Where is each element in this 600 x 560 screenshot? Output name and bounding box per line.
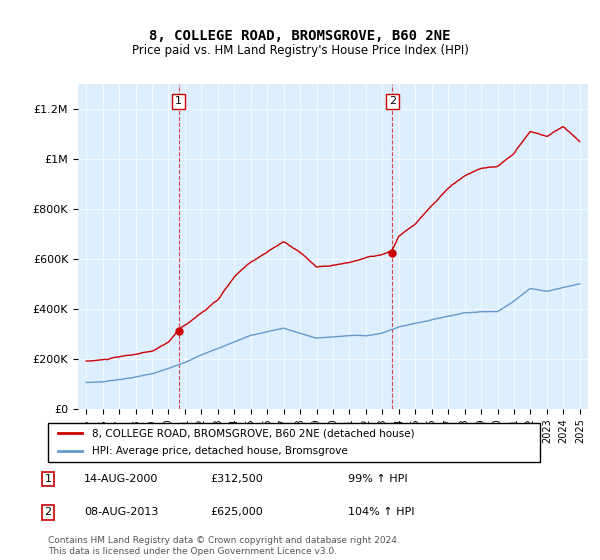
Text: 8, COLLEGE ROAD, BROMSGROVE, B60 2NE: 8, COLLEGE ROAD, BROMSGROVE, B60 2NE bbox=[149, 29, 451, 44]
Text: 1: 1 bbox=[44, 474, 52, 484]
Text: Contains HM Land Registry data © Crown copyright and database right 2024.
This d: Contains HM Land Registry data © Crown c… bbox=[48, 536, 400, 556]
Text: Price paid vs. HM Land Registry's House Price Index (HPI): Price paid vs. HM Land Registry's House … bbox=[131, 44, 469, 57]
FancyBboxPatch shape bbox=[48, 423, 540, 462]
Text: 8, COLLEGE ROAD, BROMSGROVE, B60 2NE (detached house): 8, COLLEGE ROAD, BROMSGROVE, B60 2NE (de… bbox=[92, 428, 415, 438]
Text: £312,500: £312,500 bbox=[210, 474, 263, 484]
Text: 08-AUG-2013: 08-AUG-2013 bbox=[84, 507, 158, 517]
Text: 2: 2 bbox=[44, 507, 52, 517]
Text: 104% ↑ HPI: 104% ↑ HPI bbox=[348, 507, 415, 517]
Text: HPI: Average price, detached house, Bromsgrove: HPI: Average price, detached house, Brom… bbox=[92, 446, 348, 456]
Text: 2: 2 bbox=[389, 96, 396, 106]
Text: 14-AUG-2000: 14-AUG-2000 bbox=[84, 474, 158, 484]
Text: 99% ↑ HPI: 99% ↑ HPI bbox=[348, 474, 407, 484]
Text: 1: 1 bbox=[175, 96, 182, 106]
Text: £625,000: £625,000 bbox=[210, 507, 263, 517]
